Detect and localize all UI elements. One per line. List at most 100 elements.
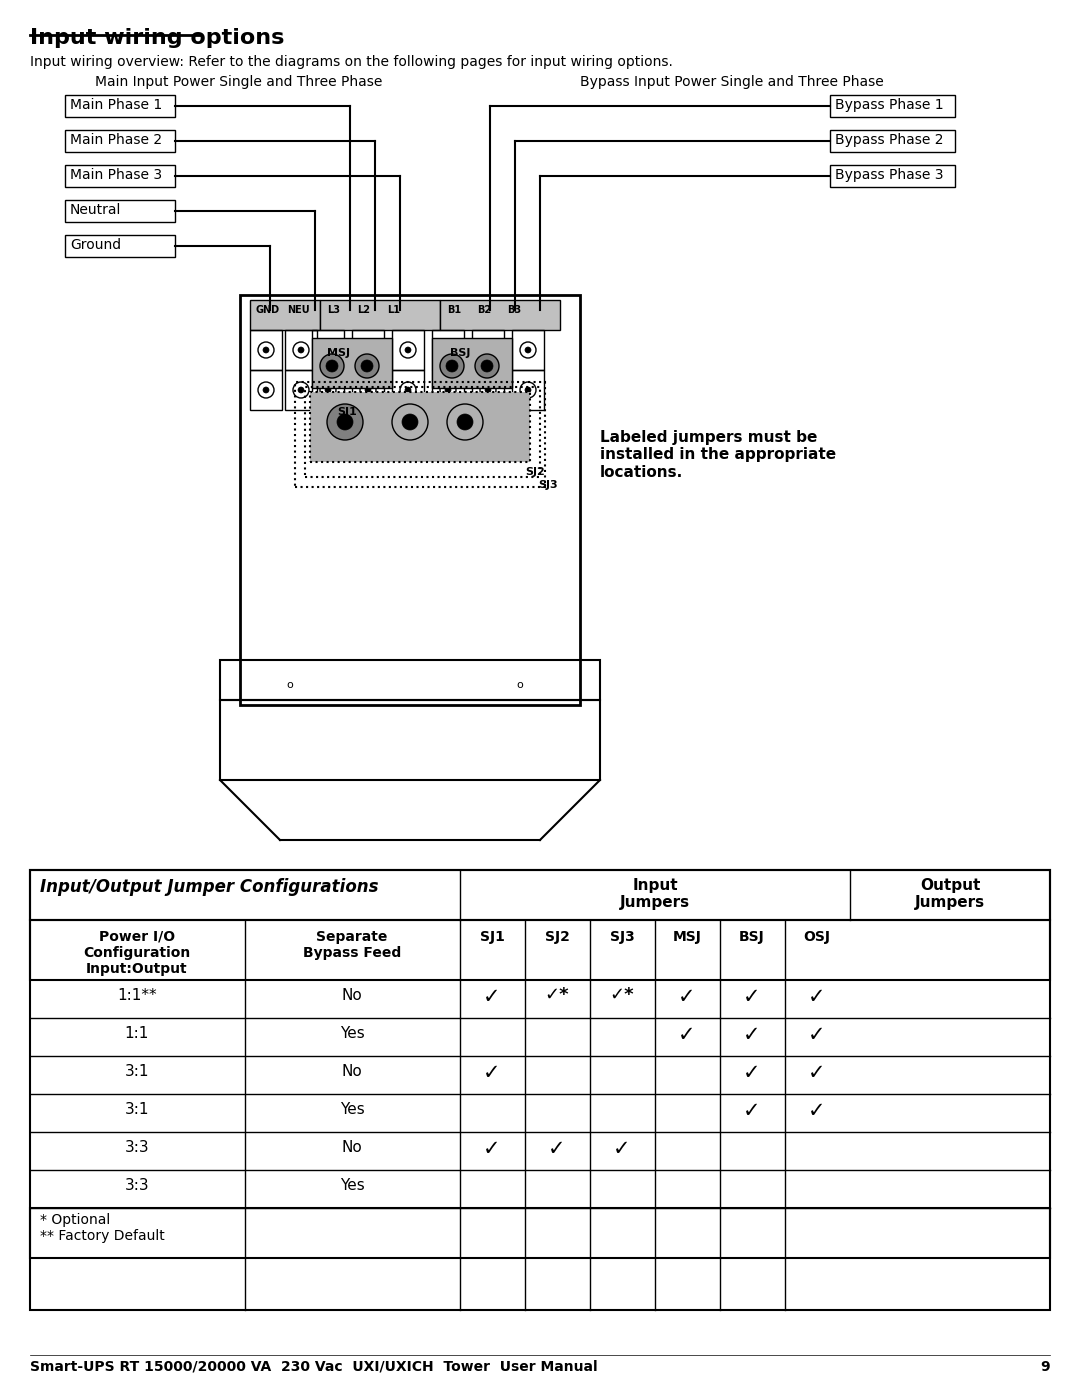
Circle shape — [365, 387, 372, 393]
Bar — [30, 1208, 1050, 1258]
Text: * Optional
** Factory Default: * Optional ** Factory Default — [40, 1213, 165, 1244]
Text: Separate
Bypass Feed: Separate Bypass Feed — [302, 930, 401, 960]
Circle shape — [298, 347, 303, 353]
Circle shape — [325, 387, 330, 393]
Text: Yes: Yes — [339, 1026, 364, 1041]
Text: 1:1**: 1:1** — [118, 988, 157, 1004]
Text: ✓*: ✓* — [610, 985, 634, 1004]
Circle shape — [445, 347, 451, 353]
Bar — [65, 130, 175, 153]
Circle shape — [525, 387, 531, 393]
Circle shape — [264, 387, 269, 393]
Text: Ground: Ground — [70, 237, 121, 253]
Circle shape — [325, 347, 330, 353]
Text: SJ1: SJ1 — [480, 930, 504, 944]
Circle shape — [402, 414, 418, 430]
Text: Yes: Yes — [339, 1102, 364, 1117]
Text: ✓: ✓ — [808, 1063, 826, 1083]
Bar — [30, 920, 1050, 980]
Circle shape — [405, 387, 411, 393]
Text: ✓*: ✓* — [544, 985, 569, 1004]
Circle shape — [326, 359, 338, 372]
Text: SJ2: SJ2 — [544, 930, 569, 944]
Text: BSJ: BSJ — [739, 930, 765, 944]
Bar — [295, 382, 545, 487]
Bar — [392, 371, 424, 409]
Text: Bypass Phase 1: Bypass Phase 1 — [835, 99, 944, 112]
Text: ✓: ✓ — [483, 1140, 501, 1159]
Bar — [312, 330, 345, 371]
Text: GND: GND — [255, 305, 279, 315]
Circle shape — [361, 359, 373, 372]
Text: SJ2: SJ2 — [525, 466, 544, 477]
Text: Output
Jumpers: Output Jumpers — [915, 879, 985, 911]
Text: B3: B3 — [507, 305, 522, 315]
Text: ✓: ✓ — [483, 1063, 501, 1083]
Text: ✓: ✓ — [743, 1024, 760, 1045]
Text: L1: L1 — [387, 305, 400, 315]
Text: 3:3: 3:3 — [124, 1178, 149, 1194]
Text: Bypass Phase 2: Bypass Phase 2 — [835, 133, 944, 147]
Bar — [432, 339, 512, 389]
Text: 3:1: 3:1 — [125, 1102, 149, 1117]
Text: SJ3: SJ3 — [538, 480, 557, 490]
Bar — [312, 371, 345, 409]
Bar — [352, 371, 384, 409]
Text: ✓: ✓ — [743, 987, 760, 1008]
Text: ✓: ✓ — [743, 1101, 760, 1122]
Bar — [512, 330, 544, 371]
Bar — [432, 371, 464, 409]
Bar — [831, 130, 955, 153]
Circle shape — [485, 387, 491, 393]
Text: Labeled jumpers must be
installed in the appropriate
locations.: Labeled jumpers must be installed in the… — [600, 430, 836, 480]
Text: No: No — [341, 1065, 363, 1078]
Circle shape — [445, 387, 451, 393]
Text: L2: L2 — [357, 305, 370, 315]
Text: 3:1: 3:1 — [125, 1065, 149, 1078]
Bar — [249, 330, 282, 371]
Bar — [320, 300, 440, 330]
Bar — [285, 371, 318, 409]
Bar — [472, 330, 504, 371]
Text: 1:1: 1:1 — [125, 1026, 149, 1041]
Text: Yes: Yes — [339, 1178, 364, 1194]
Text: Main Phase 1: Main Phase 1 — [70, 99, 162, 112]
Text: B1: B1 — [447, 305, 461, 315]
Bar — [220, 661, 600, 700]
Text: Input wiring options: Input wiring options — [30, 28, 284, 49]
Text: MSJ: MSJ — [327, 348, 350, 358]
Text: Input wiring overview: Refer to the diagrams on the following pages for input wi: Input wiring overview: Refer to the diag… — [30, 56, 673, 69]
Text: ✓: ✓ — [678, 987, 696, 1008]
Bar — [305, 387, 540, 477]
Circle shape — [446, 359, 458, 372]
Text: Input
Jumpers: Input Jumpers — [620, 879, 690, 911]
Bar — [65, 165, 175, 187]
Bar — [440, 300, 561, 330]
Text: Main Input Power Single and Three Phase: Main Input Power Single and Three Phase — [95, 75, 382, 89]
Bar — [312, 339, 392, 389]
Bar — [432, 330, 464, 371]
Text: BSJ: BSJ — [450, 348, 471, 358]
Text: Neutral: Neutral — [70, 203, 121, 217]
Circle shape — [320, 354, 345, 378]
Bar — [220, 700, 600, 780]
Circle shape — [298, 387, 303, 393]
Circle shape — [440, 354, 464, 378]
Circle shape — [447, 404, 483, 440]
Circle shape — [337, 414, 353, 430]
Bar — [65, 200, 175, 222]
Circle shape — [365, 347, 372, 353]
Bar — [831, 165, 955, 187]
Bar — [310, 391, 530, 462]
Text: Bypass Phase 3: Bypass Phase 3 — [835, 168, 944, 182]
Text: ✓: ✓ — [808, 1101, 826, 1122]
Text: B2: B2 — [477, 305, 491, 315]
Bar — [30, 870, 1050, 920]
Circle shape — [264, 347, 269, 353]
Bar — [512, 371, 544, 409]
Text: SJ3: SJ3 — [609, 930, 634, 944]
Bar — [65, 235, 175, 257]
Text: Power I/O
Configuration
Input:Output: Power I/O Configuration Input:Output — [83, 930, 191, 976]
Circle shape — [457, 414, 473, 430]
Text: ✓: ✓ — [808, 1024, 826, 1045]
